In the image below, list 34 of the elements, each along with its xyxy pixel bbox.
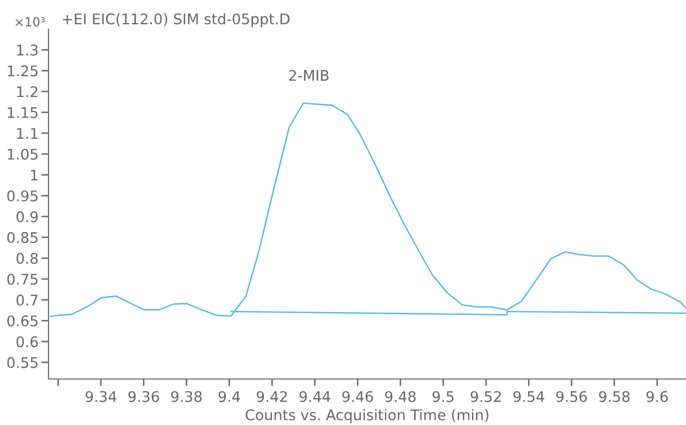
y-tick-label: 0.75 (7, 274, 38, 285)
y-tick-label: 1.05 (8, 148, 38, 160)
x-tick-label: 9.46 (342, 391, 373, 402)
x-tick-label: 9.58 (599, 391, 630, 402)
chart-title: +EI EIC(112.0) SIM std-05ppt.D (62, 13, 290, 28)
x-axis-title: Counts vs. Acquisition Time (min) (246, 409, 488, 424)
y-tick-label: 1.25 (8, 65, 38, 76)
x-tick-label: 9.56 (556, 391, 587, 402)
y-tick-label: 0.95 (7, 190, 38, 202)
x-tick-label: 9.44 (300, 391, 330, 402)
x-tick-label: 9.6 (646, 391, 668, 402)
y-tick-label: 0.85 (7, 232, 38, 244)
y-tick-label: 0.7 (16, 294, 38, 306)
y-axis-title: ×10³ (16, 17, 45, 27)
x-tick-label: 9.4 (218, 391, 240, 402)
y-tick-label: 1.15 (8, 107, 38, 118)
x-tick-label: 9.42 (256, 391, 287, 402)
x-tick-label: 9.5 (432, 391, 454, 402)
x-tick-label: 9.34 (86, 391, 116, 402)
y-tick-label: 1.3 (17, 44, 38, 56)
y-tick-label: 0.65 (7, 315, 38, 326)
y-tick-label: 0.55 (7, 357, 38, 368)
y-tick-label: 0.6 (16, 336, 38, 348)
annotation: 2-MIB (289, 70, 329, 81)
y-tick-label: 0.9 (16, 211, 38, 222)
y-tick-label: 1 (31, 170, 38, 180)
x-tick-label: 9.54 (513, 391, 544, 402)
x-tick-label: 9.38 (171, 391, 202, 402)
x-tick-label: 9.48 (385, 391, 416, 402)
x-tick-label: 9.36 (128, 391, 160, 402)
y-tick-label: 1.2 (17, 86, 38, 98)
y-tick-label: 0.8 (16, 252, 38, 264)
x-tick-label: 9.52 (470, 391, 501, 402)
y-tick-label: 1.1 (17, 128, 38, 139)
